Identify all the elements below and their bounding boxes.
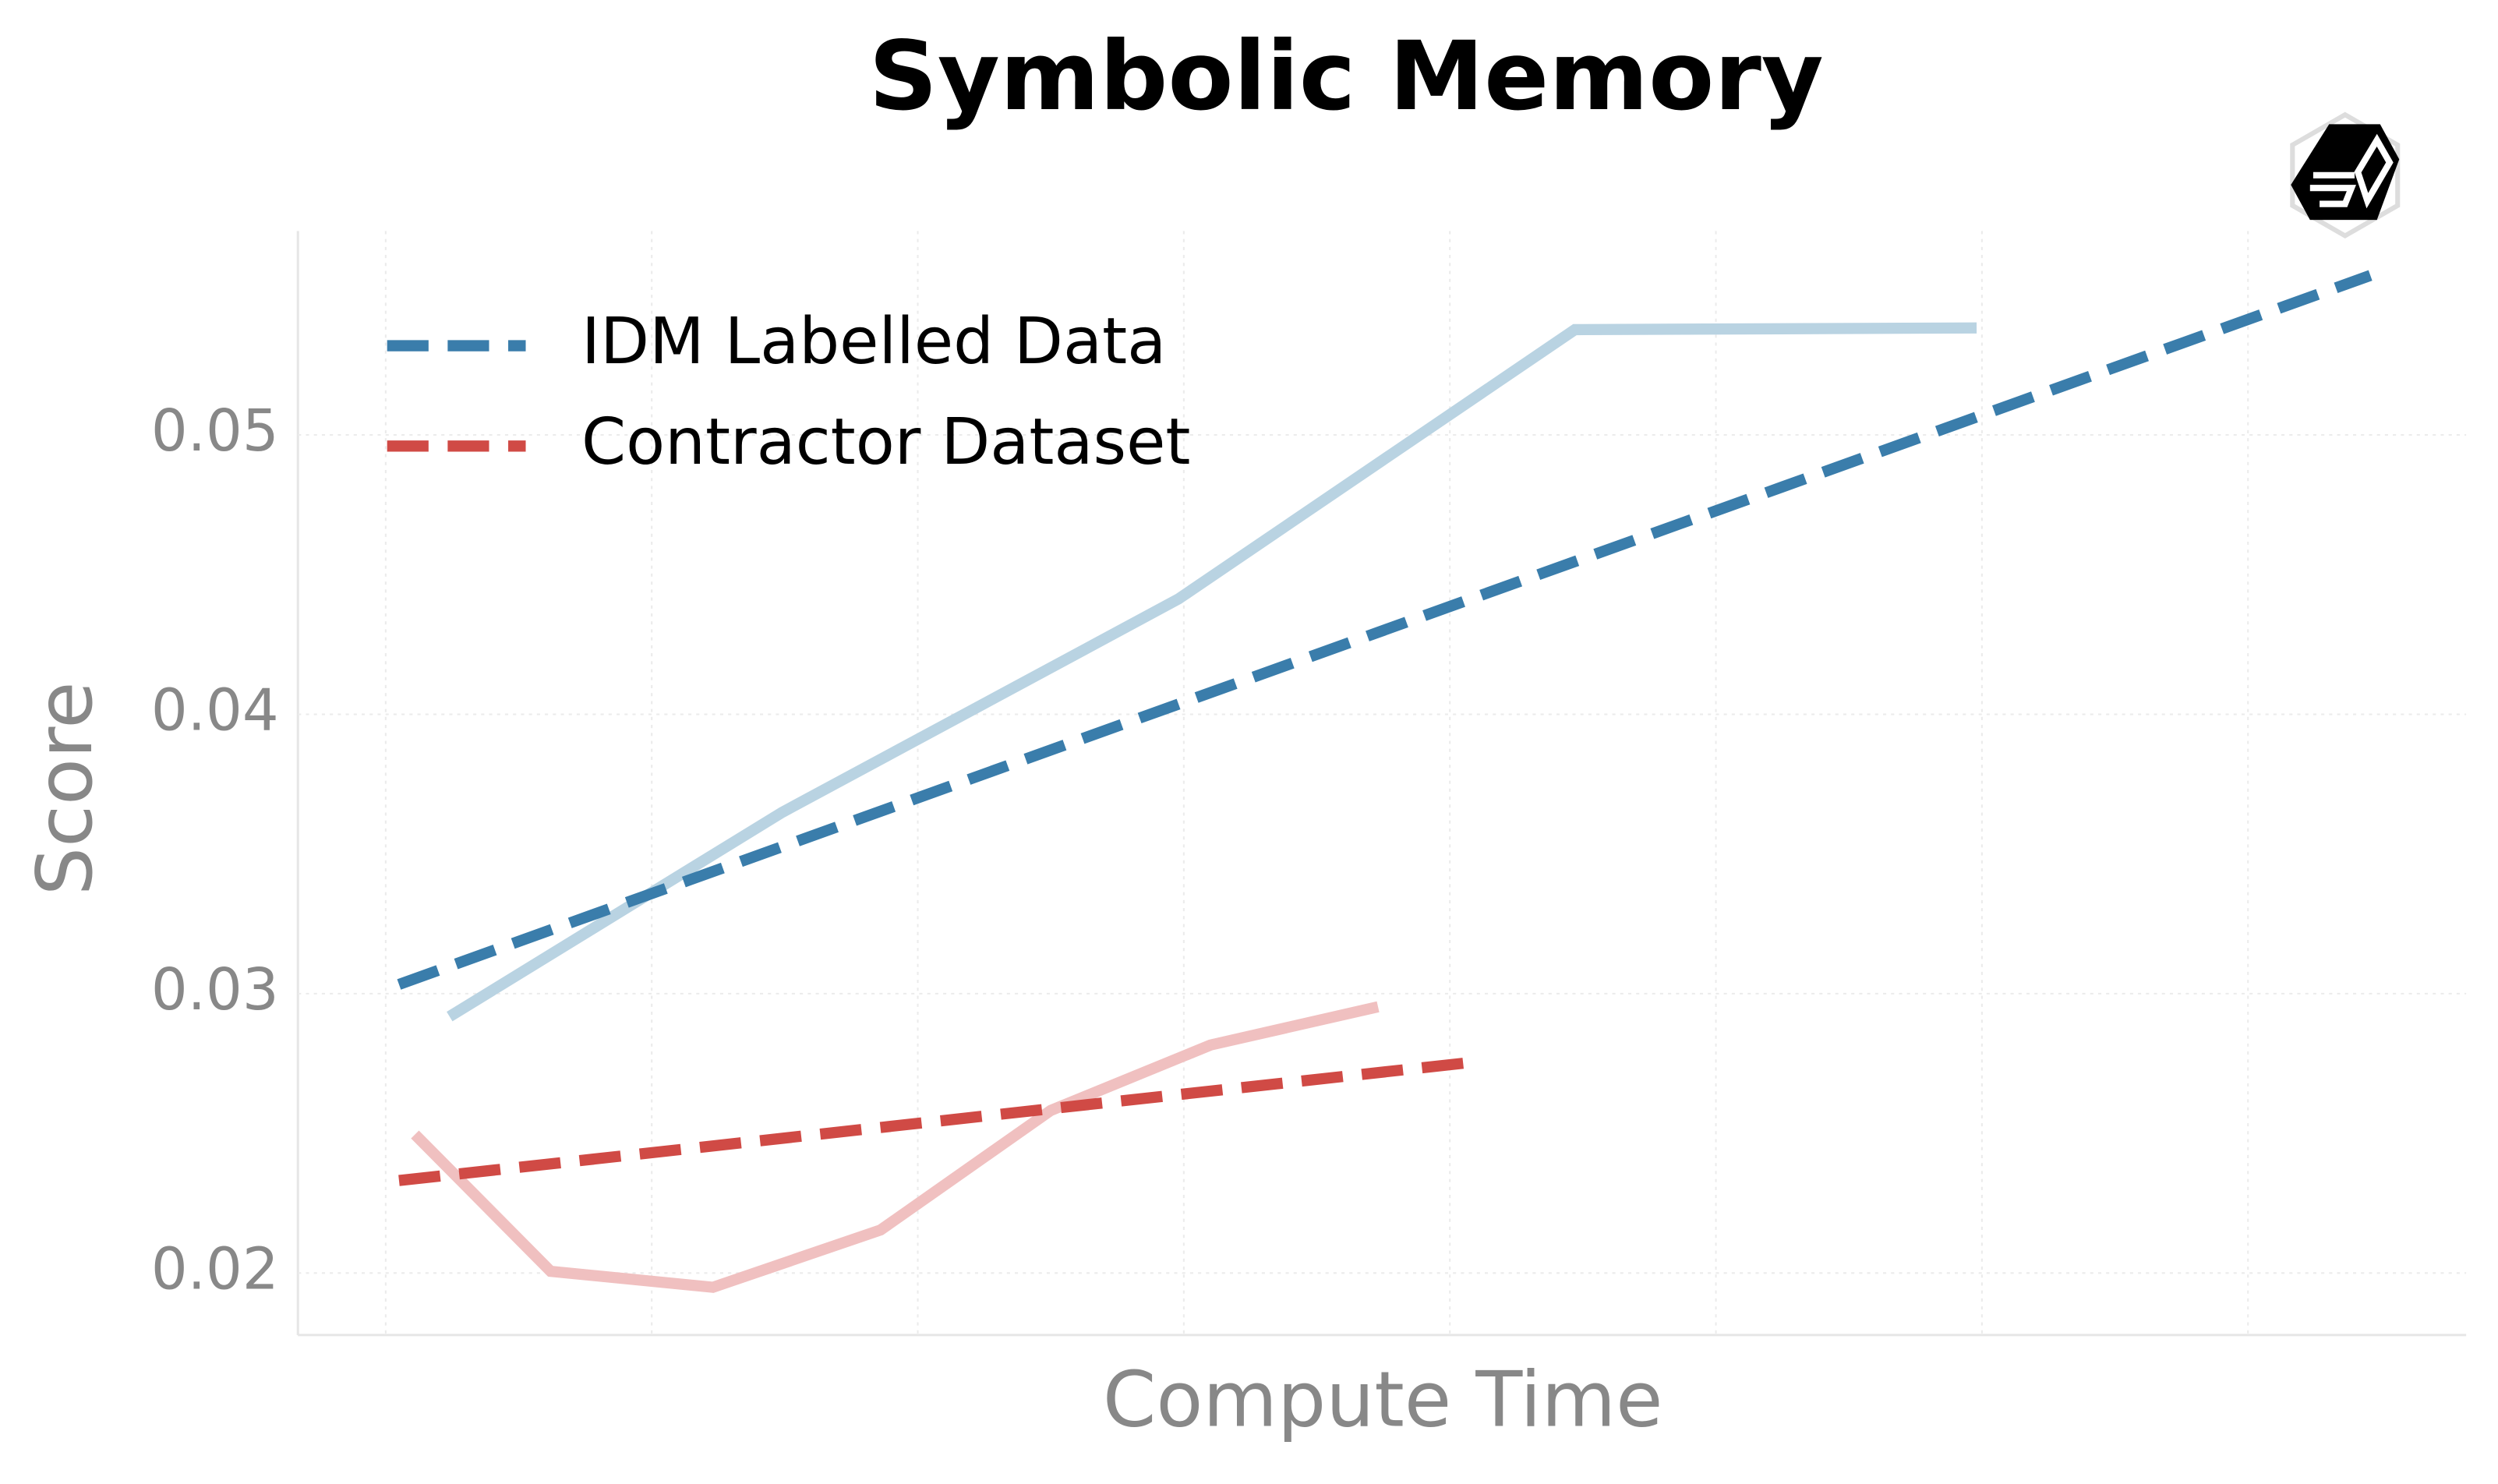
y-axis-label: Score: [21, 681, 110, 896]
raw-line: [447, 322, 1977, 1022]
logo: [2290, 111, 2401, 239]
y-tick-label: 0.03: [151, 957, 279, 1023]
trend-line: [398, 1057, 1469, 1186]
raw-line: [411, 1001, 1380, 1293]
x-axis-label: Compute Time: [1103, 1356, 1663, 1445]
trend-line: [397, 270, 2373, 990]
y-tick-label: 0.02: [151, 1236, 279, 1302]
legend-label: Contractor Dataset: [581, 405, 1190, 479]
chart-title: Symbolic Memory: [869, 20, 1824, 132]
y-tick-label: 0.04: [151, 677, 279, 744]
legend-label: IDM Labelled Data: [581, 305, 1166, 379]
y-tick-label: 0.05: [151, 398, 279, 465]
